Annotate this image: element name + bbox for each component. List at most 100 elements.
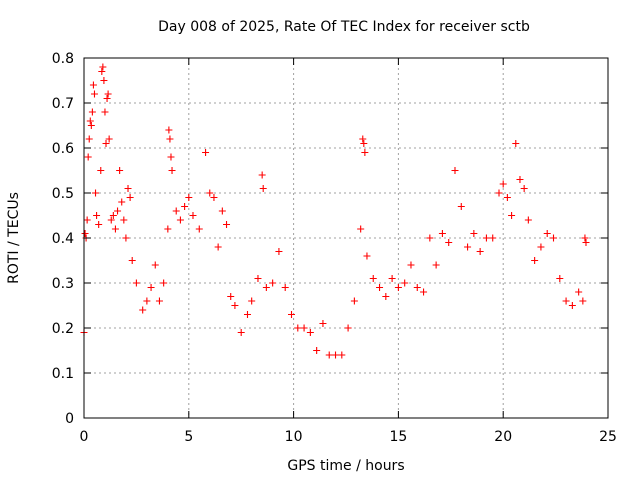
data-point [361,149,369,156]
data-point [516,176,524,183]
data-point [151,261,159,269]
data-point [155,297,163,305]
data-point [98,68,106,75]
data-point [218,207,226,215]
data-point [344,324,352,332]
data-point [581,234,589,242]
data-point [147,284,155,291]
data-point [195,225,203,233]
data-points [80,63,590,359]
chart-title: Day 008 of 2025, Rate Of TEC Index for r… [158,19,530,35]
data-point [313,347,321,354]
data-point [214,243,222,251]
data-point [288,311,296,318]
x-tick-label: 25 [599,429,617,445]
data-point [139,306,147,314]
data-point [248,297,256,305]
data-point [294,324,302,332]
data-point [132,279,140,287]
x-tick-label: 15 [389,429,407,445]
x-tick-label: 10 [285,429,303,445]
data-point [360,140,368,147]
data-point [99,63,107,71]
data-point [83,216,91,224]
data-point [143,297,151,305]
data-point [262,284,270,291]
data-point [508,212,516,219]
data-point [476,248,484,255]
data-point [363,252,371,260]
data-point [103,95,111,102]
data-point [275,248,283,255]
data-point [237,329,245,336]
data-point [165,126,173,134]
data-point [105,135,113,143]
data-point [369,275,377,282]
data-point [90,90,98,98]
data-point [93,212,101,219]
x-axis-label: GPS time / hours [287,458,404,474]
data-point [120,216,128,224]
data-point [160,279,168,287]
data-point [118,198,126,206]
data-point [84,153,92,161]
x-tick-label: 0 [80,429,89,445]
data-point [394,284,402,291]
data-point [258,171,266,179]
x-tick-label: 20 [494,429,512,445]
data-point [202,149,210,156]
data-point [101,108,109,116]
data-point [470,230,478,237]
data-point [556,275,564,282]
data-point [482,234,490,242]
data-point [457,203,465,210]
data-point [210,194,218,201]
data-point [512,140,520,147]
ticks: 0 0.1 0.2 0.3 0.4 0.5 0.6 0.7 0.8 0 5 10 15 20 25 [52,51,617,445]
data-point [116,167,124,174]
data-point [189,212,197,219]
data-point [503,194,511,201]
data-point [401,279,409,287]
data-point [338,351,346,359]
data-point [350,297,358,305]
data-point [388,275,396,282]
data-point [168,167,176,174]
data-point [124,185,132,192]
data-point [319,320,327,327]
y-tick-label: 0.7 [52,96,74,112]
data-point [86,117,94,125]
data-point [100,77,108,84]
data-point [332,351,340,359]
data-point [575,288,583,296]
data-point [166,135,174,143]
data-point [92,189,100,197]
y-tick-label: 0.5 [52,186,74,202]
x-tick-label: 5 [184,429,193,445]
data-point [122,234,130,242]
data-point [85,135,93,143]
data-point [107,216,115,224]
data-point [164,225,172,233]
data-point [426,234,434,242]
data-point [97,167,105,174]
data-point [81,230,89,237]
data-point [413,284,421,291]
data-point [420,288,428,296]
data-point [432,261,440,269]
data-point [88,108,96,116]
data-point [438,230,446,237]
data-point [489,234,497,242]
data-point [167,153,175,161]
y-tick-label: 0.2 [52,321,74,337]
data-point [543,230,551,237]
data-point [300,324,308,332]
data-point [562,297,570,305]
y-tick-label: 0.6 [52,141,74,157]
y-tick-label: 0.1 [52,366,74,382]
data-point [181,203,189,210]
data-point [359,135,367,143]
y-tick-label: 0.4 [52,231,74,247]
data-point [95,221,103,228]
